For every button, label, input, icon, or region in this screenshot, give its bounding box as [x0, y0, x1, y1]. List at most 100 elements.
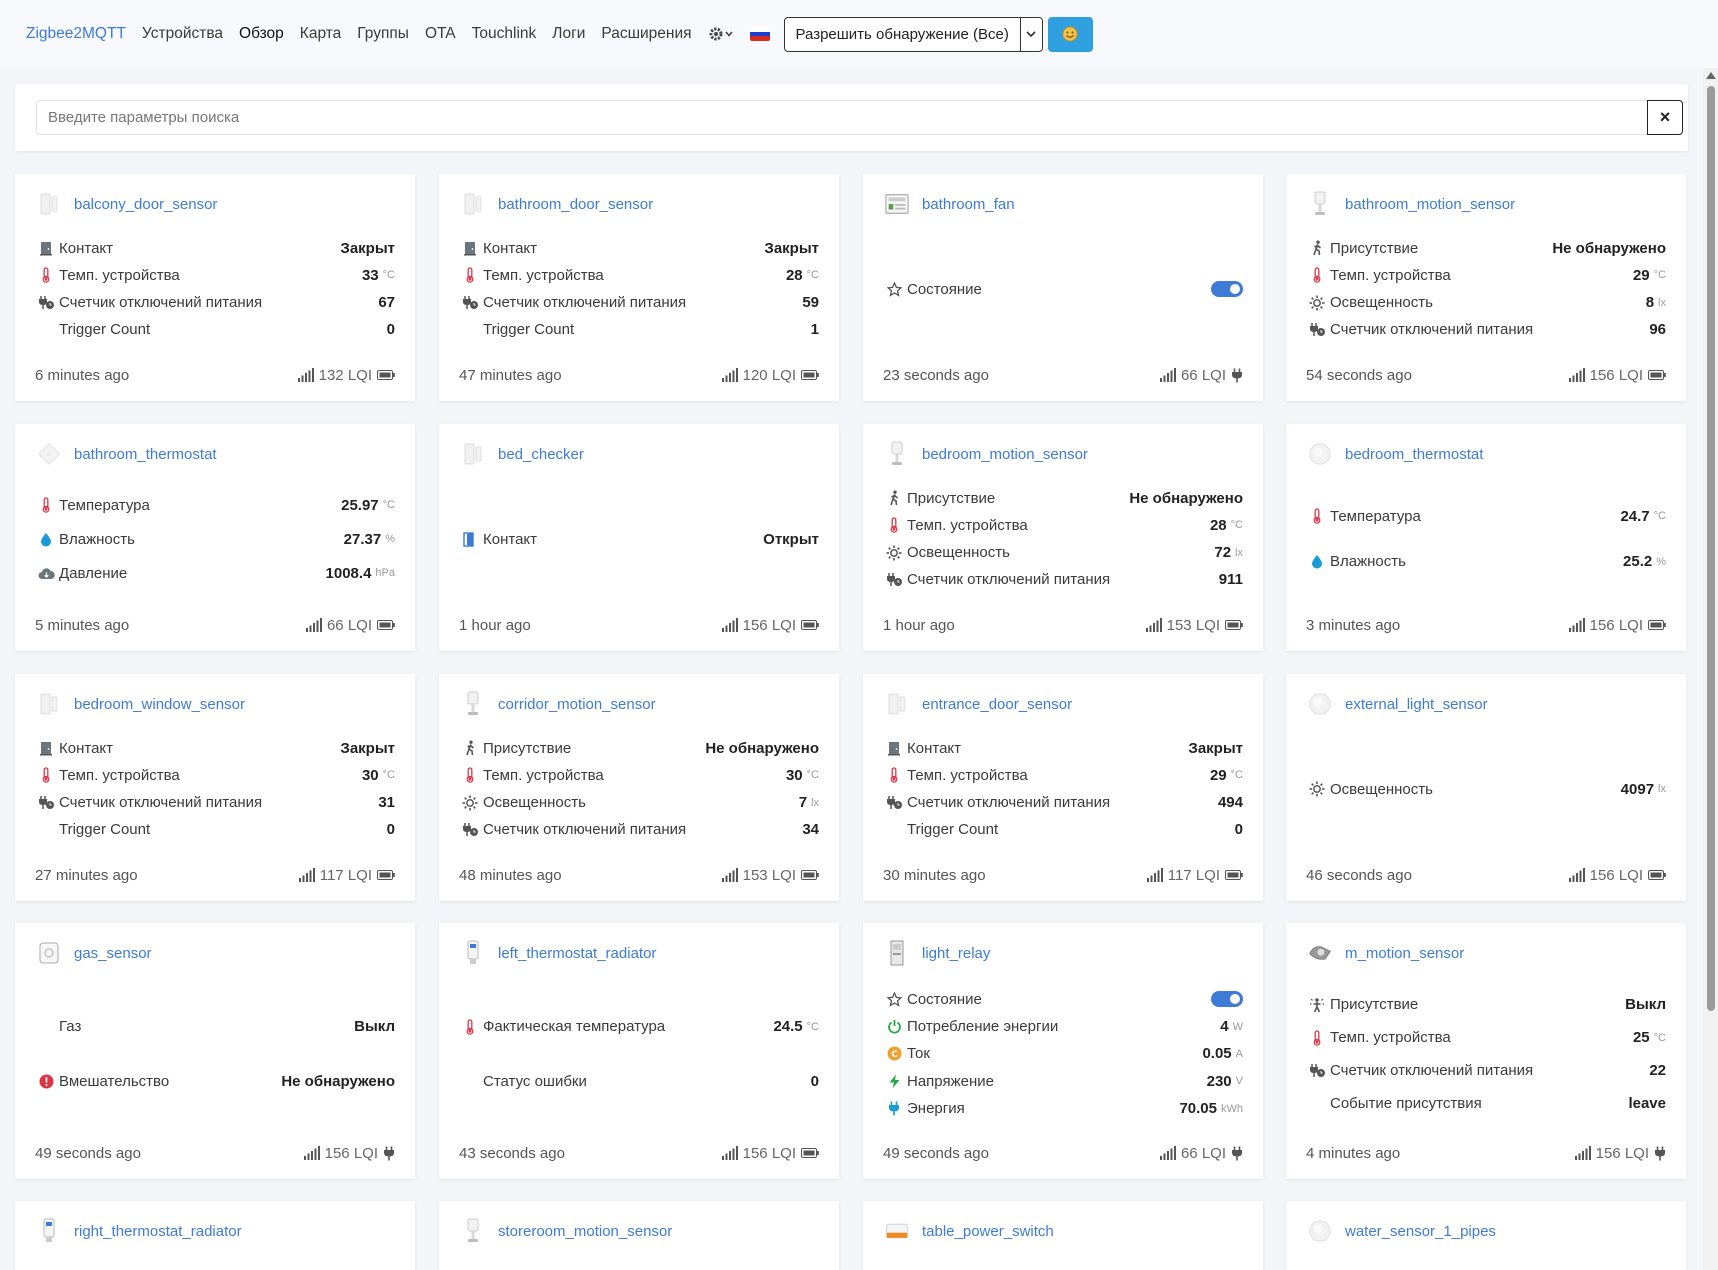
device-name-link[interactable]: storeroom_motion_sensor	[498, 1222, 673, 1240]
brand-link[interactable]: Zigbee2MQTT	[26, 25, 126, 42]
device-name-link[interactable]: balcony_door_sensor	[74, 195, 218, 213]
device-name-link[interactable]: bedroom_thermostat	[1345, 445, 1484, 463]
device-name-link[interactable]: light_relay	[922, 944, 991, 962]
state-toggle[interactable]	[1211, 991, 1243, 1008]
battery-icon	[801, 1148, 819, 1158]
door-icon	[459, 241, 481, 256]
value-label: Освещенность	[1330, 780, 1433, 798]
state-toggle[interactable]	[1211, 281, 1243, 297]
value-row: Освещенность 8 lx	[1306, 291, 1666, 315]
plug-counter-icon	[1306, 322, 1328, 337]
last-seen: 6 minutes ago	[35, 366, 130, 384]
nav-extensions[interactable]: Расширения	[601, 25, 692, 42]
card-header: storeroom_motion_sensor	[439, 1201, 839, 1261]
device-name-link[interactable]: corridor_motion_sensor	[498, 695, 656, 713]
device-name-link[interactable]: table_power_switch	[922, 1222, 1054, 1240]
device-name-link[interactable]: bathroom_door_sensor	[498, 195, 654, 213]
scrollbar[interactable]	[1703, 68, 1718, 1270]
value-label: Trigger Count	[483, 321, 575, 339]
star-icon	[883, 991, 905, 1007]
battery-power-icon	[1648, 370, 1666, 380]
plug-power-icon	[1231, 1146, 1243, 1161]
value-label: Состояние	[907, 990, 982, 1008]
device-image	[1308, 940, 1332, 966]
device-name-link[interactable]: bathroom_thermostat	[74, 445, 217, 463]
search-clear-button[interactable]: ×	[1647, 100, 1683, 135]
svg-text:C: C	[891, 1050, 898, 1060]
nav-dashboard[interactable]: Обзор	[239, 25, 284, 42]
search-input[interactable]: Введите параметры поиска	[36, 100, 1648, 135]
value-text: 7	[798, 794, 808, 812]
value-row: Влажность 27.37%	[35, 527, 395, 551]
value-label: Статус ошибки	[483, 1072, 587, 1090]
lqi-indicator: 156 LQI	[1568, 617, 1643, 634]
value-text: 67	[378, 294, 395, 312]
nav-ota[interactable]: OTA	[424, 25, 456, 42]
device-name-link[interactable]: m_motion_sensor	[1345, 944, 1465, 962]
plug-power-icon	[1654, 1146, 1666, 1161]
device-name-link[interactable]: right_thermostat_radiator	[74, 1222, 242, 1240]
value-text: 72	[1214, 544, 1232, 562]
value-label: Счетчик отключений питания	[483, 821, 687, 839]
signal-bars-icon	[721, 868, 738, 882]
value-text: 911	[1218, 571, 1243, 589]
device-name-link[interactable]: bathroom_fan	[922, 195, 1015, 213]
value-text: Не обнаружено	[1129, 489, 1243, 507]
device-name-link[interactable]: gas_sensor	[74, 944, 152, 962]
device-image	[1308, 1218, 1332, 1244]
thermometer-icon	[35, 767, 57, 784]
thermometer-icon	[1306, 1029, 1328, 1046]
scroll-thumb[interactable]	[1707, 86, 1715, 1011]
lqi-value: 156 LQI	[742, 1144, 796, 1162]
card-header: water_sensor_1_pipes	[1286, 1201, 1686, 1261]
permit-join-group: Разрешить обнаружение (Все)	[783, 16, 1043, 52]
value-row: Присутствие Не обнаружено	[883, 486, 1243, 510]
device-card: table_power_switch	[863, 1201, 1263, 1270]
scroll-up-arrow-icon[interactable]	[1706, 72, 1716, 79]
battery-icon	[1648, 370, 1666, 380]
card-header: m_motion_sensor	[1286, 923, 1686, 983]
plug-icon	[1232, 368, 1242, 382]
device-name-link[interactable]: bed_checker	[498, 445, 584, 463]
card-footer: 27 minutes ago 117 LQI	[35, 863, 395, 887]
nav-map[interactable]: Карта	[299, 25, 342, 42]
card-values: Контакт Закрыт Темп. устройства 29 °C Счетчик…	[883, 733, 1243, 845]
value-row: Газ Выкл	[35, 1015, 395, 1039]
nav-devices[interactable]: Устройства	[141, 25, 224, 42]
value-label: Темп. устройства	[907, 516, 1028, 534]
value-label: Trigger Count	[907, 821, 999, 839]
nav-groups[interactable]: Группы	[357, 25, 409, 42]
device-name-link[interactable]: bedroom_window_sensor	[74, 695, 245, 713]
device-name-link[interactable]: water_sensor_1_pipes	[1345, 1222, 1496, 1240]
value-label: Темп. устройства	[59, 266, 180, 284]
permit-join-dropdown[interactable]	[1020, 16, 1043, 52]
value-text: 4	[1220, 1018, 1229, 1036]
battery-power-icon	[1648, 620, 1666, 630]
device-card: bed_checker Контакт Открыт 1 hour ago 156 LQ…	[439, 424, 839, 651]
permit-join-button[interactable]: Разрешить обнаружение (Все)	[783, 16, 1021, 52]
value-label: Контакт	[59, 239, 114, 257]
device-image	[885, 940, 909, 966]
card-footer: 30 minutes ago 117 LQI	[883, 863, 1243, 887]
last-seen: 49 seconds ago	[35, 1144, 141, 1162]
device-name-link[interactable]: bathroom_motion_sensor	[1345, 195, 1516, 213]
device-name-link[interactable]: bedroom_motion_sensor	[922, 445, 1088, 463]
signal-bars-icon	[298, 868, 315, 882]
value-row: Температура 25.97 °C	[35, 493, 395, 517]
plug-counter-icon	[883, 795, 905, 810]
drop-icon	[35, 532, 57, 547]
device-name-link[interactable]: left_thermostat_radiator	[498, 944, 657, 962]
value-row: Счетчик отключений питания 31	[35, 791, 395, 815]
thermometer-icon	[883, 767, 905, 784]
language-flag-icon[interactable]	[749, 27, 770, 41]
nav-touchlink[interactable]: Touchlink	[471, 25, 537, 42]
device-image	[461, 1218, 485, 1244]
value-label: Освещенность	[483, 794, 586, 812]
settings-gear-icon[interactable]	[708, 26, 734, 42]
theme-button[interactable]	[1047, 16, 1093, 52]
nav-logs[interactable]: Логи	[552, 25, 586, 42]
device-card: left_thermostat_radiator Фактическая темп…	[439, 923, 839, 1179]
device-name-link[interactable]: external_light_sensor	[1345, 695, 1488, 713]
device-name-link[interactable]: entrance_door_sensor	[922, 695, 1073, 713]
signal-bars-icon	[1568, 868, 1585, 882]
